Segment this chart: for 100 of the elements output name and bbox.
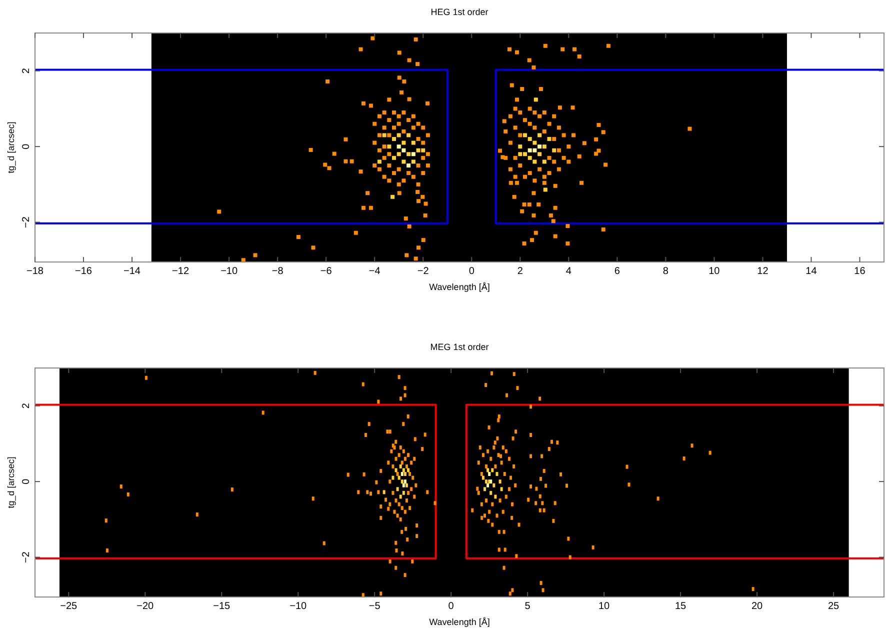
point	[530, 432, 532, 437]
point	[594, 137, 598, 142]
point	[406, 537, 409, 542]
point	[508, 592, 512, 596]
point	[399, 517, 402, 522]
point	[407, 224, 412, 228]
point	[408, 472, 412, 476]
point	[535, 486, 538, 491]
point	[604, 162, 608, 167]
point	[708, 450, 712, 455]
point	[566, 241, 570, 246]
point	[514, 430, 518, 434]
point	[540, 580, 542, 585]
point	[538, 494, 542, 498]
point	[311, 246, 316, 250]
point	[196, 512, 198, 516]
point	[404, 253, 409, 258]
point	[508, 140, 512, 145]
point	[372, 163, 377, 168]
point	[411, 152, 416, 156]
point	[532, 160, 537, 164]
point	[368, 104, 373, 108]
point	[404, 480, 406, 484]
point	[424, 432, 426, 437]
point	[534, 501, 538, 506]
point	[398, 453, 400, 458]
point	[253, 253, 258, 258]
point	[547, 136, 552, 141]
x-tick-label: −15	[213, 601, 231, 612]
point	[426, 152, 430, 156]
point	[487, 518, 490, 523]
point	[380, 504, 382, 509]
point	[596, 122, 601, 127]
point	[392, 171, 396, 176]
point	[402, 490, 405, 495]
point	[382, 156, 386, 160]
point	[396, 487, 399, 492]
point	[396, 514, 399, 518]
point	[500, 460, 503, 465]
x-tick-label: 2	[517, 266, 524, 277]
x-axis-title: Wavelength [Å]	[429, 617, 490, 627]
x-tick-label: −4	[368, 266, 381, 277]
point	[542, 180, 546, 185]
point	[486, 468, 490, 472]
point	[518, 152, 522, 156]
point	[596, 148, 601, 153]
point	[542, 508, 546, 512]
point	[498, 480, 502, 484]
point	[530, 404, 532, 409]
point	[416, 122, 420, 126]
point	[426, 133, 430, 138]
point	[414, 256, 418, 261]
point	[392, 476, 394, 480]
point	[416, 246, 421, 250]
point	[536, 202, 541, 206]
point	[411, 160, 416, 164]
x-tick-label: 8	[662, 266, 669, 277]
x-tick-label: 10	[708, 266, 720, 277]
point	[416, 182, 420, 186]
point	[392, 490, 394, 495]
point	[530, 484, 532, 488]
point	[423, 213, 428, 218]
point	[388, 559, 392, 564]
point	[405, 464, 408, 468]
point	[346, 472, 350, 477]
point	[120, 484, 122, 488]
point	[496, 436, 499, 440]
point	[577, 154, 582, 158]
y-axis-title: tg_d [arcsec]	[6, 122, 16, 174]
point	[522, 241, 526, 246]
point	[312, 496, 314, 501]
point	[368, 206, 373, 210]
point	[407, 468, 410, 472]
point	[230, 488, 234, 492]
point	[601, 227, 606, 232]
point	[514, 98, 519, 102]
point	[308, 148, 313, 152]
point	[411, 114, 416, 118]
point	[511, 588, 514, 592]
point	[382, 110, 386, 114]
point	[408, 506, 412, 510]
point	[390, 449, 393, 454]
x-tick-label: 5	[524, 601, 531, 612]
chart-title: HEG 1st order	[430, 7, 488, 17]
x-tick-label: 15	[674, 601, 687, 612]
point	[498, 414, 500, 418]
point	[377, 148, 382, 152]
point	[392, 110, 396, 114]
point	[480, 472, 483, 476]
point	[414, 483, 418, 488]
point	[404, 216, 408, 220]
point	[411, 559, 414, 564]
point	[513, 126, 518, 130]
point	[394, 498, 398, 502]
point	[406, 171, 411, 176]
point	[539, 476, 542, 481]
point	[556, 440, 559, 445]
point	[413, 456, 416, 461]
point	[538, 396, 542, 401]
point	[396, 167, 401, 172]
